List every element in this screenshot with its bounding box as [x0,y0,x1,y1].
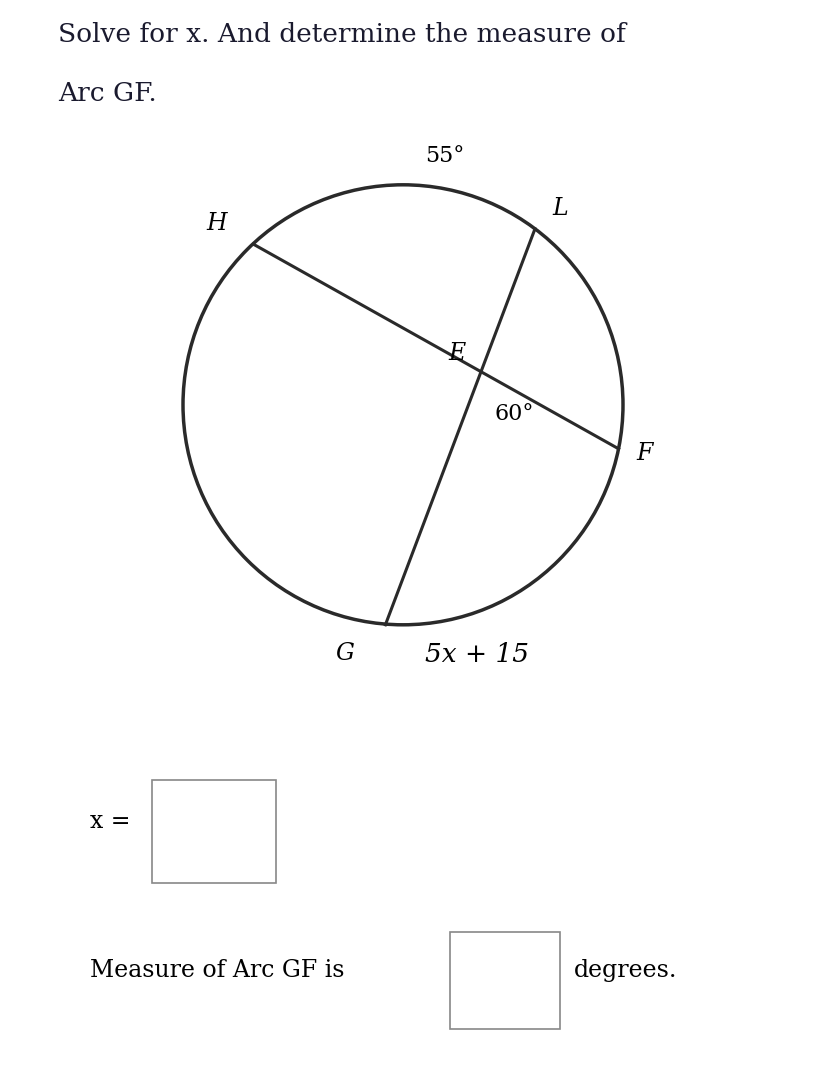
Text: E: E [447,342,465,365]
Text: Measure of Arc GF is: Measure of Arc GF is [89,959,344,983]
Text: G: G [335,643,354,665]
Text: degrees.: degrees. [574,959,677,983]
Text: L: L [552,197,567,220]
Text: 60°: 60° [494,403,533,424]
FancyBboxPatch shape [450,932,559,1029]
Text: 55°: 55° [424,145,464,167]
Text: x =: x = [89,810,130,834]
Text: Arc GF.: Arc GF. [58,81,156,106]
FancyBboxPatch shape [151,780,275,883]
Text: F: F [635,442,652,464]
Text: H: H [206,213,227,235]
Text: 5x + 15: 5x + 15 [424,643,528,667]
Text: Solve for x. And determine the measure of: Solve for x. And determine the measure o… [58,22,625,46]
